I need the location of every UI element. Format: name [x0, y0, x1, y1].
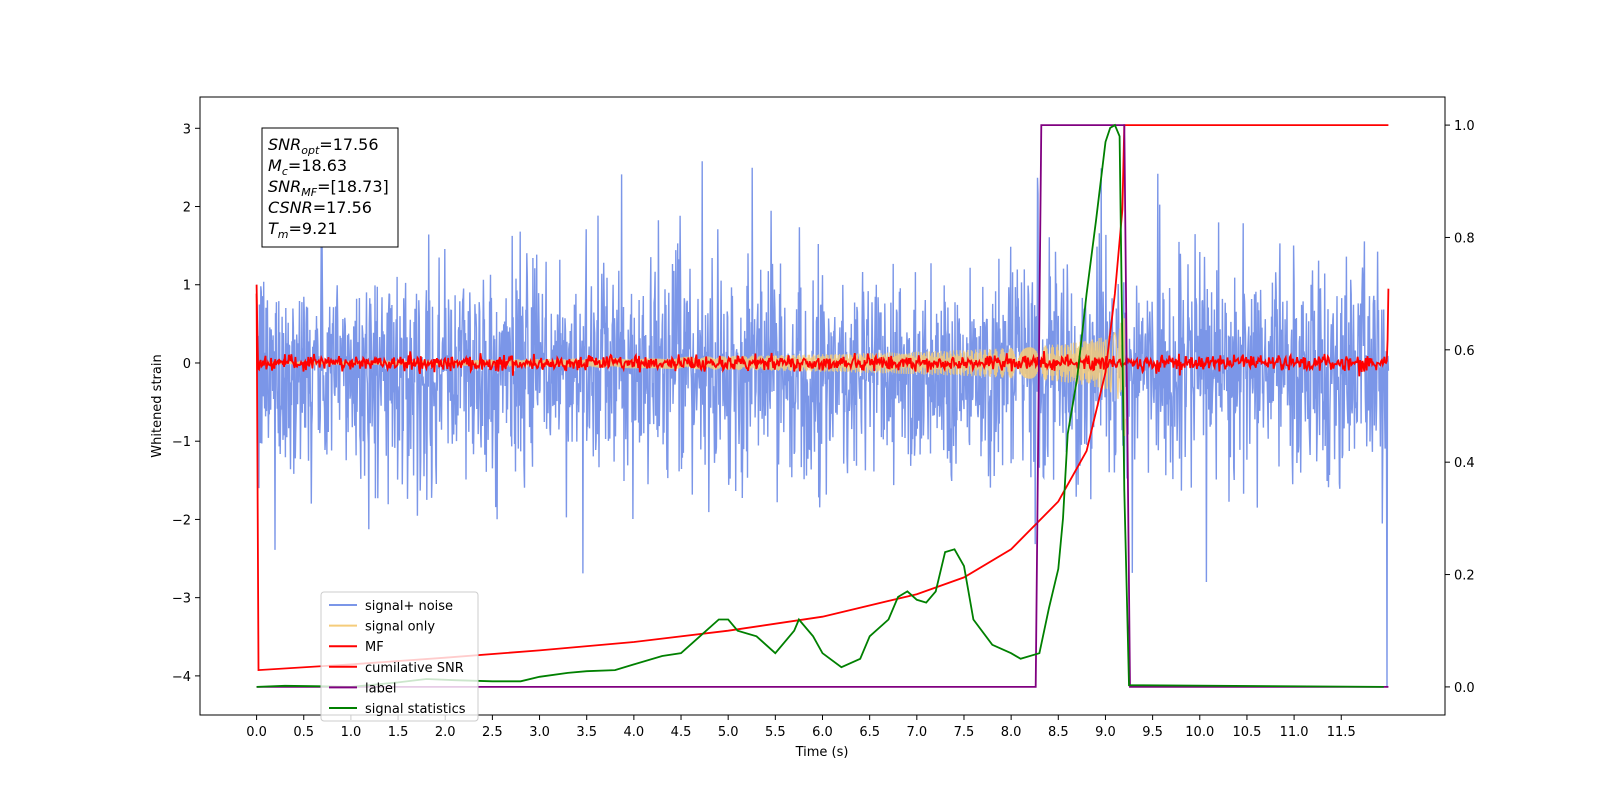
x-axis-label: Time (s) — [795, 745, 849, 760]
info-box-line: CSNR=17.56 — [268, 198, 372, 217]
x-tick-label: 11.0 — [1280, 725, 1309, 740]
legend-entry: cumilative SNR — [365, 661, 464, 676]
x-tick-label: 4.5 — [671, 725, 692, 740]
x-tick-label: 8.0 — [1001, 725, 1022, 740]
legend-entry: MF — [365, 640, 384, 655]
info-box: SNRopt=17.56Mc=18.63SNRMF=[18.73]CSNR=17… — [261, 127, 399, 248]
info-value: =[18.73] — [317, 177, 389, 196]
y-left-tick-label: −4 — [172, 670, 191, 685]
y-axis-right: 1.0 0.8 0.6 0.4 0.2 0.0 — [1445, 119, 1475, 696]
x-tick-label: 0.5 — [293, 725, 314, 740]
info-sub: opt — [301, 144, 320, 157]
y-right-tick-label: 0.0 — [1454, 681, 1475, 696]
x-tick-label: 0.0 — [246, 725, 267, 740]
series-label — [256, 124, 1389, 688]
y-left-tick-label: 3 — [183, 122, 191, 137]
legend-entry: signal statistics — [365, 702, 466, 717]
y-left-tick-label: −3 — [172, 592, 191, 607]
x-axis: 0.0 0.5 1.0 1.5 2.0 2.5 3.0 3.5 4.0 4.5 5.0 5.5 6.0 6… — [246, 715, 1356, 740]
y-right-tick-label: 0.6 — [1454, 344, 1475, 359]
x-tick-label: 3.5 — [576, 725, 597, 740]
legend-frame — [320, 591, 479, 722]
y-left-tick-label: 1 — [183, 279, 191, 294]
info-sub: MF — [301, 186, 317, 199]
x-tick-label: 6.0 — [812, 725, 833, 740]
x-tick-label: 1.5 — [388, 725, 409, 740]
y-left-tick-label: 0 — [183, 357, 191, 372]
x-tick-label: 7.0 — [906, 725, 927, 740]
x-tick-label: 9.0 — [1095, 725, 1116, 740]
info-var: T — [268, 219, 279, 238]
y-left-tick-label: −2 — [172, 513, 191, 528]
y-left-tick-label: 2 — [183, 201, 191, 216]
info-value: =9.21 — [289, 219, 338, 238]
legend-entry: signal+ noise — [365, 599, 453, 614]
y-axis-left: 3 2 1 0 −1 −2 −3 −4 — [172, 122, 200, 685]
x-tick-label: 7.5 — [954, 725, 975, 740]
legend: signal+ noise signal only MF cumilative SNR… — [320, 591, 479, 722]
y-axis-label: Whitened strain — [150, 354, 165, 457]
y-left-tick-label: −1 — [172, 435, 191, 450]
y-right-tick-label: 0.8 — [1454, 231, 1475, 246]
x-tick-label: 11.5 — [1327, 725, 1356, 740]
x-tick-label: 5.0 — [718, 725, 739, 740]
info-var: CSNR — [268, 198, 313, 217]
info-box-line: Tm=9.21 — [268, 219, 338, 241]
x-tick-label: 8.5 — [1048, 725, 1069, 740]
x-tick-label: 6.5 — [859, 725, 880, 740]
info-box-frame — [261, 127, 399, 248]
x-tick-label: 2.5 — [482, 725, 503, 740]
legend-entry: signal only — [365, 620, 435, 635]
y-right-tick-label: 1.0 — [1454, 119, 1475, 134]
info-box-line: SNRopt=17.56 — [268, 135, 379, 157]
x-tick-label: 2.0 — [435, 725, 456, 740]
series-mf — [255, 284, 1390, 377]
x-tick-label: 3.0 — [529, 725, 550, 740]
info-var: SNR — [268, 177, 301, 196]
info-box-line: Mc=18.63 — [268, 156, 347, 178]
x-tick-label: 4.0 — [624, 725, 645, 740]
y-right-tick-label: 0.4 — [1454, 456, 1475, 471]
info-sub: m — [278, 228, 289, 241]
info-box-line: SNRMF=[18.73] — [268, 177, 389, 199]
y-right-tick-label: 0.2 — [1454, 569, 1475, 584]
info-value: =17.56 — [313, 198, 372, 217]
info-value: =17.56 — [319, 135, 378, 154]
x-tick-label: 10.0 — [1185, 725, 1214, 740]
x-tick-label: 9.5 — [1142, 725, 1163, 740]
series-signal-statistics — [256, 123, 1384, 688]
x-tick-label: 10.5 — [1232, 725, 1261, 740]
info-sub: c — [282, 165, 288, 178]
legend-entry: label — [365, 681, 396, 696]
x-tick-label: 5.5 — [765, 725, 786, 740]
x-tick-label: 1.0 — [341, 725, 362, 740]
info-var: M — [268, 156, 282, 175]
info-var: SNR — [268, 135, 301, 154]
info-value: =18.63 — [288, 156, 347, 175]
